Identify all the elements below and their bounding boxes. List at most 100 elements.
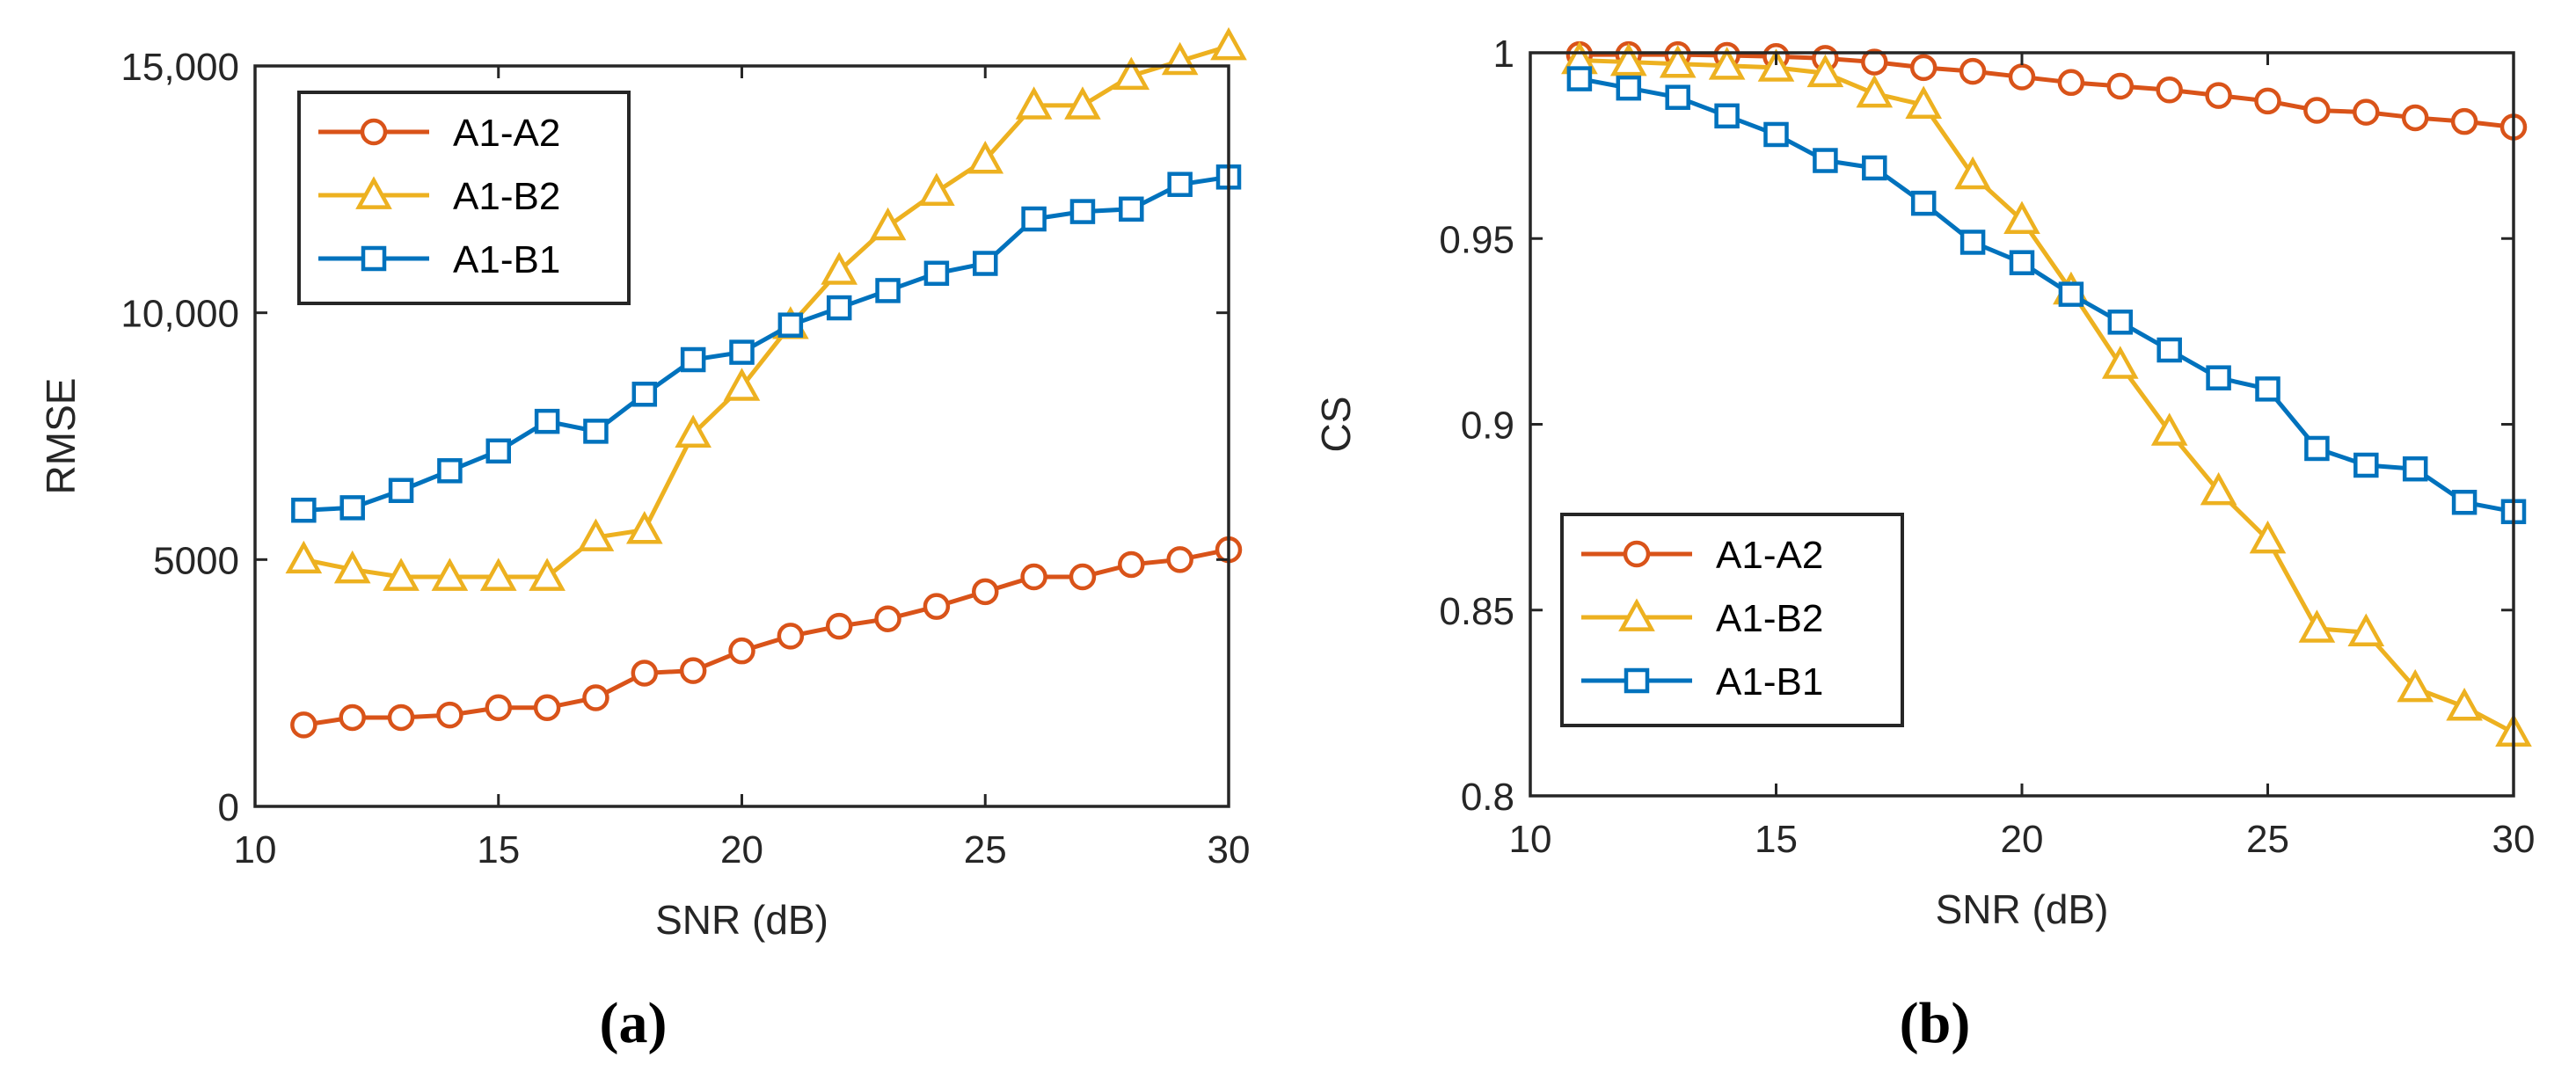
panel-b-point-a1-b2-1 xyxy=(1609,42,1647,77)
panel-b-point-a1-b2-5 xyxy=(1806,54,1844,88)
panel-b-point-a1-a2-8 xyxy=(1959,57,1987,85)
panel-a-point-a1-b2-3 xyxy=(431,558,469,591)
panel-a-y-tick-label: 10,000 xyxy=(120,293,239,336)
panel-b-point-a1-b1-4 xyxy=(1763,121,1789,148)
panel-b-point-a1-b2-4 xyxy=(1757,48,1795,82)
panel-a-point-a1-b1-2 xyxy=(388,478,414,503)
panel-a-point-a1-b2-1 xyxy=(333,550,371,584)
panel-a-point-a1-b2-16 xyxy=(1064,86,1101,120)
panel-a-point-a1-b1-1 xyxy=(339,495,365,521)
panel-b-ticks: 10 15 20 25 30 0.8 0.85 0.9 0.95 1 xyxy=(1439,33,2535,861)
panel-b-point-a1-b2-6 xyxy=(1856,74,1894,108)
panel-b-legend-label: A1-B2 xyxy=(1716,597,1823,640)
panel-a-point-a1-b1-11 xyxy=(826,295,852,321)
panel-b-legend-marker-a1-a2 xyxy=(1623,540,1651,568)
panel-a-point-a1-a2-5 xyxy=(533,694,561,721)
panel-b-legend-item-a1-a2: A1-A2 xyxy=(1581,534,1823,577)
panel-a-legend-marker-a1-b2 xyxy=(355,176,392,209)
panel-b-legend-label: A1-B1 xyxy=(1716,660,1823,704)
panel-b-point-a1-b1-9 xyxy=(2009,250,2035,275)
panel-b-point-a1-a2-14 xyxy=(2254,87,2281,115)
panel-b-point-a1-b1-16 xyxy=(2353,452,2379,478)
panel-a-point-a1-a2-8 xyxy=(679,657,707,684)
panel-a-point-a1-b1-17 xyxy=(1119,196,1144,222)
panel-a-point-a1-b2-17 xyxy=(1113,56,1150,91)
panel-a-x-tick-label: 25 xyxy=(964,828,1007,871)
panel-b-x-tick-label: 15 xyxy=(1755,818,1798,861)
panel-b-point-a1-a2-17 xyxy=(2401,104,2429,132)
panel-a-point-a1-a2-16 xyxy=(1069,563,1097,591)
panel-b-point-a1-b2-13 xyxy=(2200,471,2237,506)
panel-a-ticks: 10 15 20 25 30 0 5000 10,000 15,000 xyxy=(120,46,1250,871)
panel-b-x-tick-label: 25 xyxy=(2246,818,2289,861)
panel-b-legend-item-a1-b1: A1-B1 xyxy=(1581,660,1823,704)
panel-a-point-a1-a2-0 xyxy=(290,711,317,739)
panel-a-legend-item-a1-b1: A1-B1 xyxy=(318,238,560,281)
panel-a-x-axis-title: SNR (dB) xyxy=(655,897,828,943)
panel-a-point-a1-a2-3 xyxy=(436,701,463,729)
panel-a-series-layer xyxy=(285,26,1247,739)
panel-b-legend-marker-a1-b2 xyxy=(1618,598,1655,631)
panel-a-point-a1-a2-2 xyxy=(387,704,415,732)
panel-a-legend-item-a1-a2: A1-A2 xyxy=(318,112,560,155)
panel-b-point-a1-a2-9 xyxy=(2008,63,2036,91)
panel-a-point-a1-a2-6 xyxy=(582,684,609,711)
panel-a-point-a1-b1-8 xyxy=(680,346,706,373)
panel-b-series-a1-b1 xyxy=(1566,66,2527,525)
panel-a-point-a1-b2-8 xyxy=(675,414,712,448)
panel-a-y-axis-title: RMSE xyxy=(38,378,84,495)
panel-b-point-a1-b1-17 xyxy=(2402,456,2428,482)
panel-a-series-a1-b2 xyxy=(285,26,1247,591)
panel-a-point-a1-b2-0 xyxy=(285,540,323,574)
panel-b-point-a1-b2-7 xyxy=(1905,85,1943,119)
panel-a-point-a1-a2-13 xyxy=(923,593,951,620)
panel-b-point-a1-b1-15 xyxy=(2304,435,2330,462)
panel-a-point-a1-b2-7 xyxy=(625,511,663,544)
panel-b-point-a1-b1-18 xyxy=(2451,489,2477,515)
panel-b-point-a1-a2-11 xyxy=(2106,72,2135,100)
panel-a-point-a1-b1-6 xyxy=(583,419,609,444)
panel-a-x-tick-label: 30 xyxy=(1208,828,1251,871)
panel-a-point-a1-b1-4 xyxy=(485,438,511,464)
panel-a-point-a1-b2-9 xyxy=(723,368,761,401)
panel-a-point-a1-b2-2 xyxy=(383,558,420,591)
panel-a-legend-label: A1-B1 xyxy=(453,238,560,281)
panel-a-point-a1-b1-13 xyxy=(923,260,950,287)
panel-b-x-tick-label: 20 xyxy=(2001,818,2044,861)
panel-b-point-a1-b1-13 xyxy=(2206,365,2231,390)
panel-b-legend-item-a1-b2: A1-B2 xyxy=(1581,597,1823,640)
panel-b-point-a1-b2-8 xyxy=(1954,156,1991,190)
panel-a-point-a1-a2-14 xyxy=(972,578,999,606)
panel-a-legend-label: A1-A2 xyxy=(453,112,560,155)
panel-a-point-a1-a2-15 xyxy=(1020,563,1047,591)
panel-a-point-a1-b1-7 xyxy=(631,382,658,407)
panel-b-point-a1-a2-15 xyxy=(2303,97,2331,124)
panel-b-point-a1-a2-16 xyxy=(2353,98,2380,126)
panel-a-legend-label: A1-B2 xyxy=(453,175,560,218)
panel-a-x-tick-label: 15 xyxy=(477,828,520,871)
panel-a-y-tick-label: 5000 xyxy=(153,539,239,582)
panel-b-point-a1-b1-10 xyxy=(2058,281,2084,307)
panel-a-point-a1-b1-12 xyxy=(875,278,901,303)
panel-b-point-a1-b2-12 xyxy=(2150,412,2188,446)
panel-a-point-a1-b2-5 xyxy=(529,558,566,591)
panel-a-point-a1-a2-12 xyxy=(874,605,901,632)
panel-a-point-a1-a2-18 xyxy=(1166,546,1193,573)
panel-b-caption: (b) xyxy=(1900,991,1971,1055)
panel-a-point-a1-a2-7 xyxy=(631,660,659,687)
panel-b-point-a1-a2-13 xyxy=(2205,82,2232,109)
panel-a-point-a1-b1-10 xyxy=(777,312,804,338)
panel-b-series-layer xyxy=(1561,40,2532,747)
panel-b-point-a1-b2-16 xyxy=(2347,613,2385,646)
panel-b-x-axis-title: SNR (dB) xyxy=(1936,886,2109,932)
panel-a-caption: (a) xyxy=(600,991,668,1055)
panel-b-point-a1-a2-18 xyxy=(2450,107,2478,135)
panel-a-y-tick-label: 15,000 xyxy=(120,46,239,89)
panel-a-point-a1-a2-10 xyxy=(777,623,805,650)
panel-b-y-axis-title: CS xyxy=(1313,397,1359,453)
panel-a-point-a1-b2-6 xyxy=(577,518,615,551)
panel-b-point-a1-b2-2 xyxy=(1659,45,1697,78)
panel-a-point-a1-b1-5 xyxy=(534,408,560,434)
panel-b-point-a1-b1-3 xyxy=(1714,103,1740,129)
